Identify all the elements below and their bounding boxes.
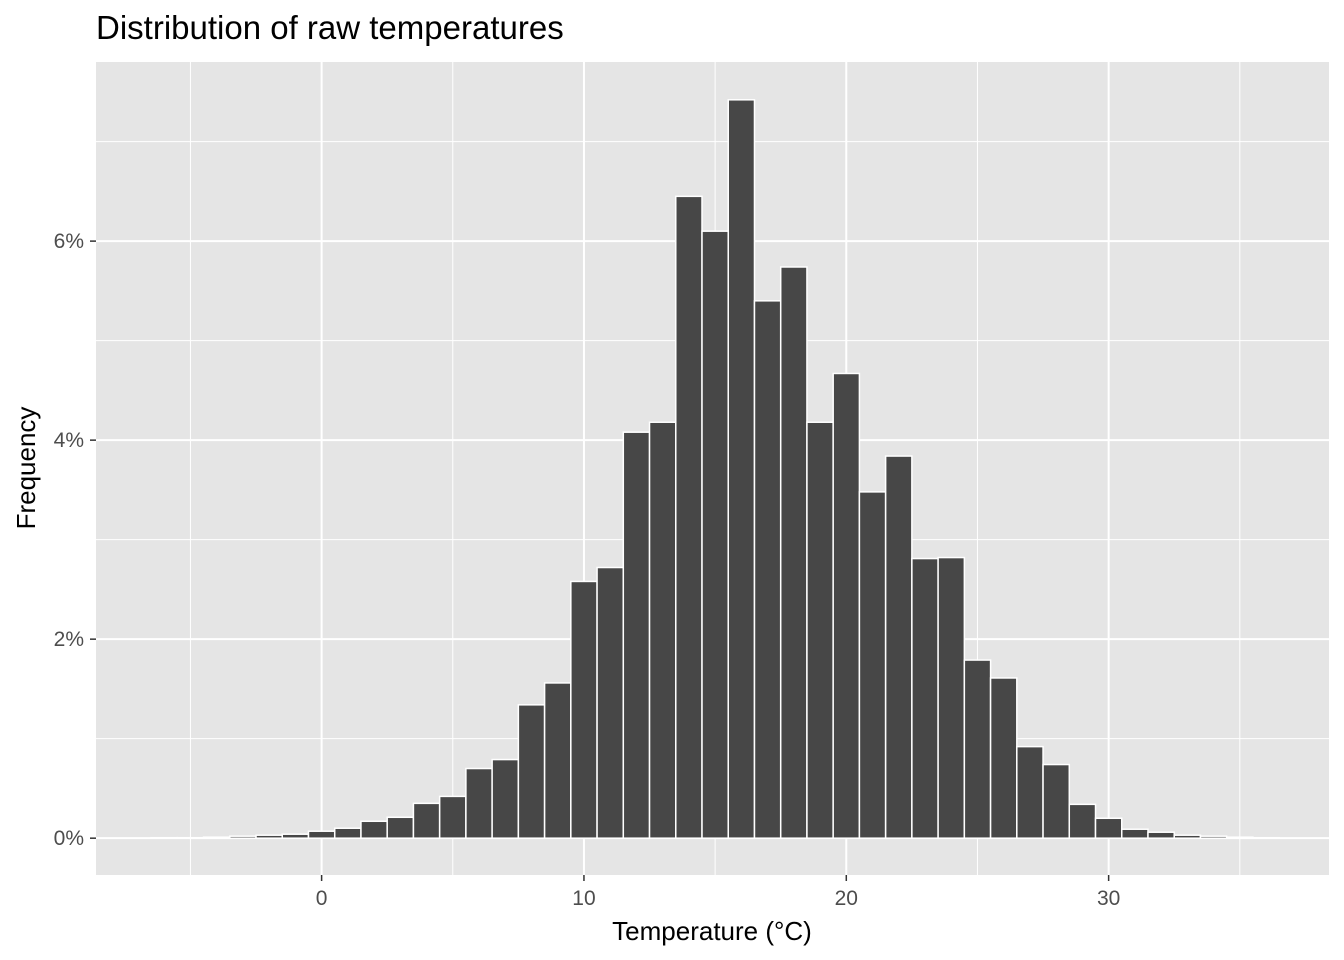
histogram-bar [779, 266, 808, 839]
histogram-bar [570, 580, 598, 839]
x-tick-label: 30 [1097, 887, 1120, 910]
y-tick-label: 4% [54, 429, 84, 452]
x-tick-label: 20 [835, 887, 858, 910]
histogram-bar [150, 836, 179, 839]
y-axis: 0% 2% 4% 6% [54, 230, 96, 850]
histogram-bar [517, 704, 546, 839]
histogram-bar [333, 827, 362, 839]
y-axis-title: Frequency [11, 407, 41, 530]
histogram-bar [255, 834, 284, 839]
histogram-bar [543, 682, 572, 839]
histogram-bar [229, 835, 257, 839]
histogram-bar [1199, 835, 1228, 839]
y-tick-label: 2% [54, 628, 84, 651]
y-tick-label: 0% [54, 827, 84, 850]
histogram-bar [963, 659, 992, 839]
histogram-bar [360, 820, 388, 839]
histogram-bar [1147, 831, 1175, 839]
histogram-bar [858, 491, 887, 839]
histogram-bar [1173, 834, 1202, 839]
x-axis-title: Temperature (°C) [612, 916, 812, 946]
histogram-bar [202, 836, 231, 839]
histogram-bar [1016, 745, 1044, 839]
histogram-bar [176, 836, 205, 839]
chart-title: Distribution of raw temperatures [96, 9, 564, 46]
histogram-bar [1094, 817, 1123, 839]
histogram-bar [806, 421, 834, 839]
x-tick-label: 0 [316, 887, 328, 910]
histogram-bar [281, 833, 310, 839]
histogram-bar [412, 802, 441, 839]
histogram-bar [307, 830, 336, 839]
histogram-bar [937, 556, 966, 839]
histogram-bar [1252, 836, 1280, 839]
histogram-bar [753, 300, 782, 839]
y-tick-label: 6% [54, 230, 84, 253]
histogram-bar [648, 421, 677, 839]
histogram-bar [832, 372, 861, 839]
histogram-bar [701, 230, 729, 839]
histogram-bar [884, 455, 913, 839]
x-tick-label: 10 [572, 887, 595, 910]
histogram-bar [596, 566, 625, 839]
histogram-bar [1121, 828, 1149, 839]
histogram-bar [675, 195, 703, 839]
histogram-bar [622, 431, 651, 839]
histogram-bar [989, 677, 1018, 839]
histogram-bar [911, 557, 939, 839]
bars [150, 99, 1280, 839]
histogram-bar [386, 816, 415, 839]
histogram-bar [1042, 763, 1071, 839]
histogram-bar [465, 767, 493, 839]
histogram-bar [1225, 836, 1254, 839]
histogram-bar [727, 99, 756, 839]
histogram-bar [438, 795, 467, 839]
histogram-bar [1068, 803, 1097, 839]
histogram-bar [491, 758, 520, 839]
x-axis: 0 10 20 30 [316, 875, 1120, 910]
